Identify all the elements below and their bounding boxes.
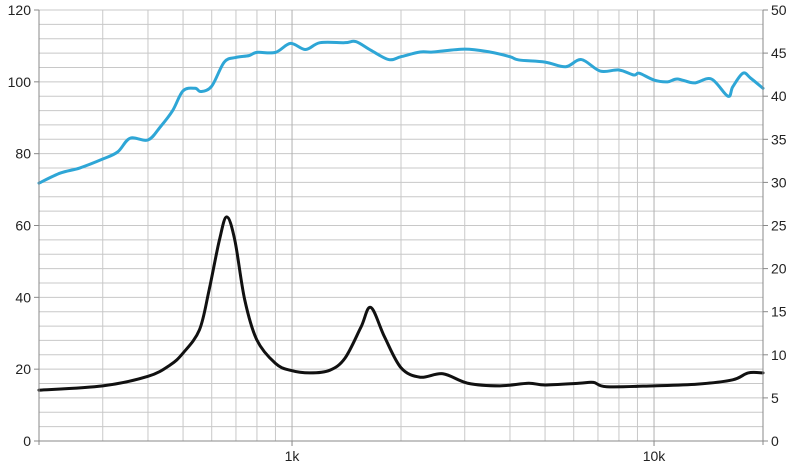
y2-tick-label: 15 [771,304,787,320]
y2-tick-label: 20 [771,261,787,277]
y2-tick-label: 5 [771,390,779,406]
y-tick-label: 20 [15,361,31,377]
y2-tick-label: 0 [771,433,779,449]
y2-tick-label: 30 [771,174,787,190]
y-tick-label: 100 [8,74,32,90]
y-tick-label: 80 [15,146,31,162]
x-tick-label: 10k [643,448,667,464]
x-tick-label: 1k [285,448,301,464]
y2-tick-label: 10 [771,347,787,363]
y2-tick-label: 25 [771,218,787,234]
y-tick-label: 0 [23,433,31,449]
y-tick-label: 40 [15,289,31,305]
y2-tick-label: 40 [771,88,787,104]
y2-tick-label: 50 [771,2,787,18]
y-tick-label: 120 [8,2,32,18]
y-tick-label: 60 [15,218,31,234]
y2-tick-label: 45 [771,45,787,61]
y2-tick-label: 35 [771,131,787,147]
axes: 0 20 40 60 80 100 120 0 5 10 15 20 25 30 35 40 45 50 1k 10k [8,2,787,464]
